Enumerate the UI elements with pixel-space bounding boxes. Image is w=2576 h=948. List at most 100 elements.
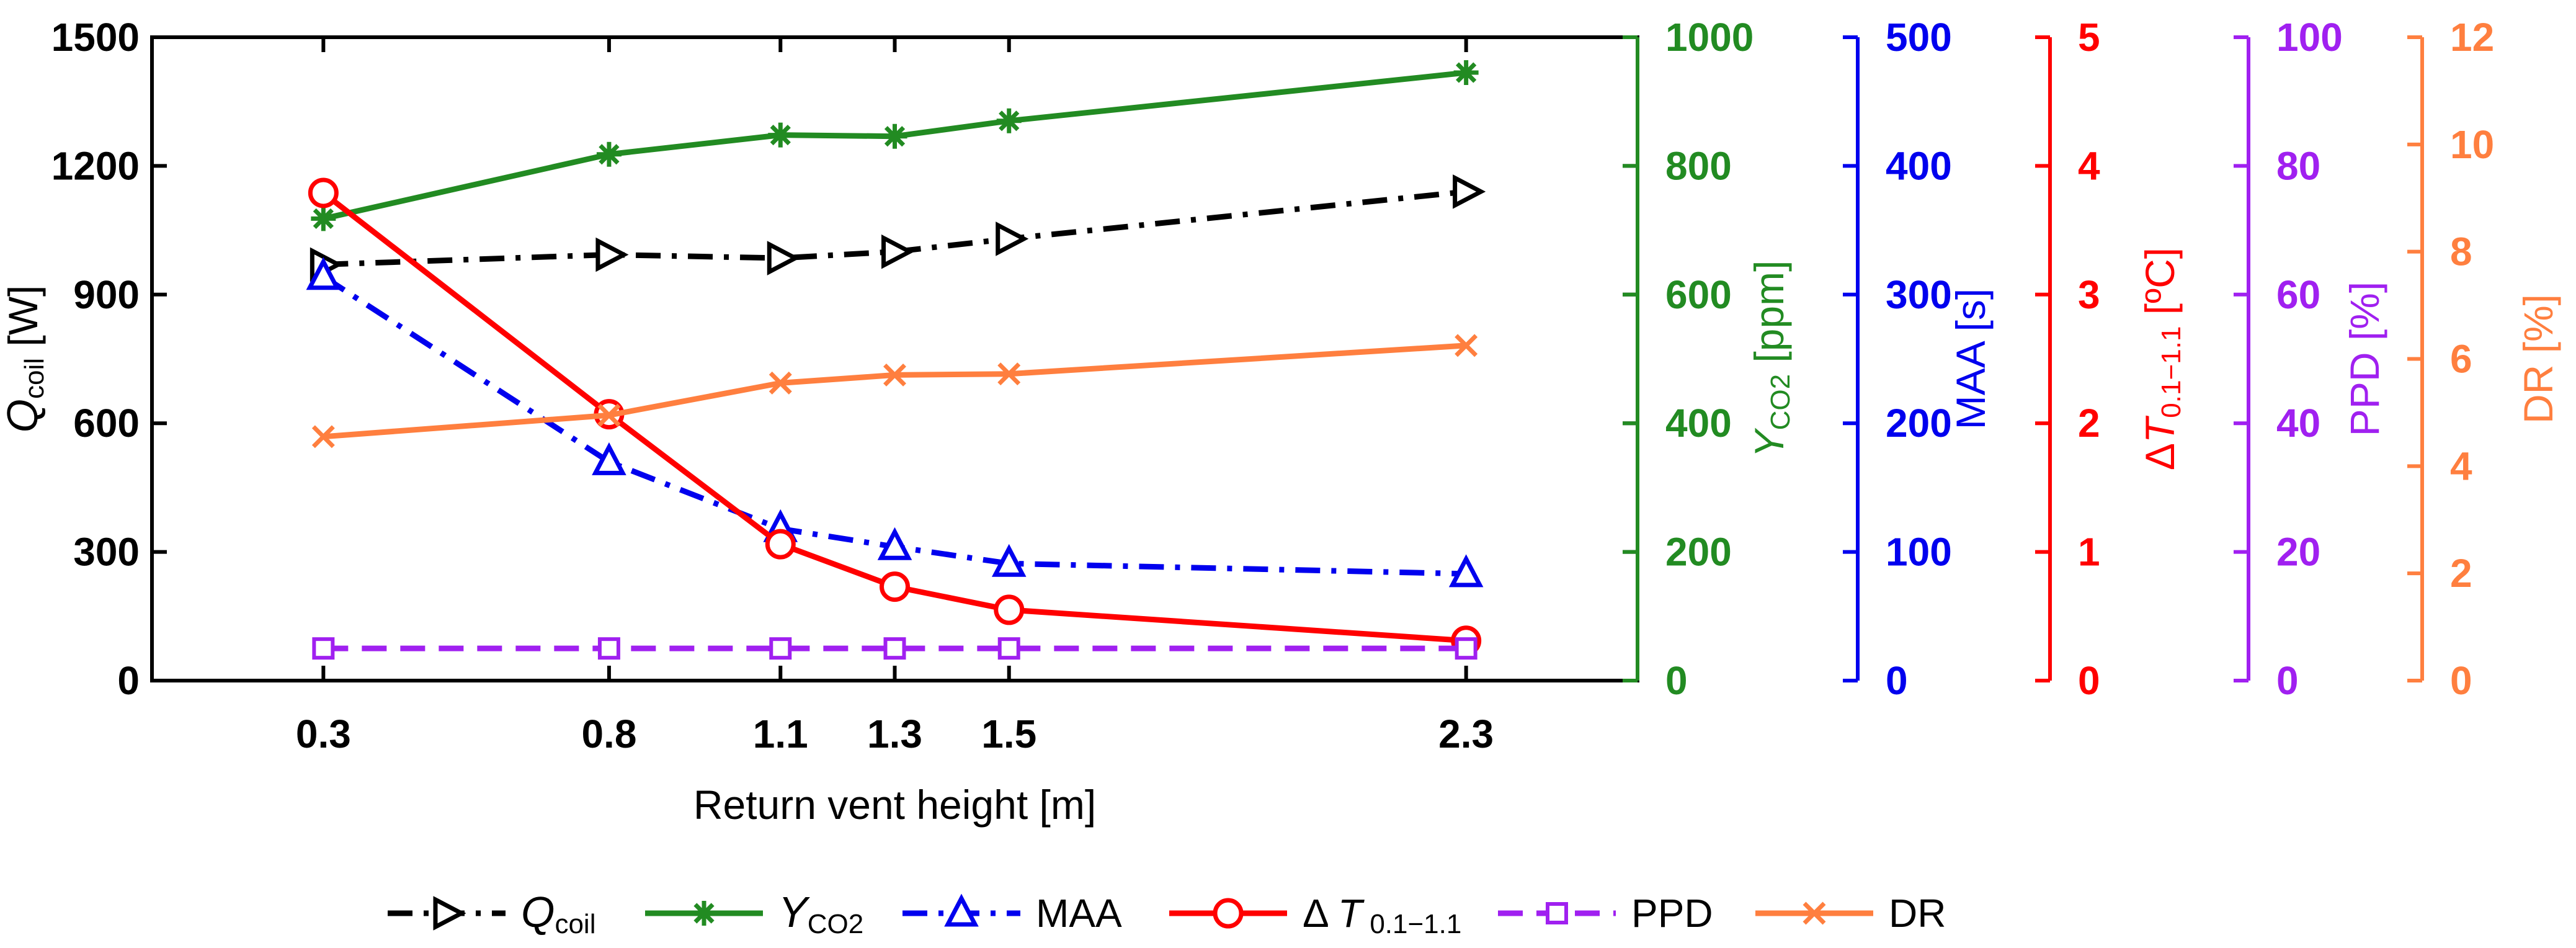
y-axis-title-sub: 0.1−1.1 bbox=[2156, 326, 2186, 418]
x-tick-label: 0.8 bbox=[581, 712, 636, 756]
legend-label-delta: Δ bbox=[1303, 891, 1338, 936]
y-tick-label: 0 bbox=[1886, 658, 1908, 703]
y-axis-ppd: 0 20 40 60 80 100 PPD [%] bbox=[2234, 15, 2387, 703]
data-point-dt bbox=[308, 177, 339, 208]
series-line-dr bbox=[323, 342, 1466, 440]
y-axis-title: PPD [%] bbox=[2342, 282, 2387, 436]
y-axis-title-delta: Δ bbox=[2137, 443, 2183, 470]
y-tick-label: 1 bbox=[2078, 530, 2100, 575]
series-qcoil bbox=[310, 174, 1486, 282]
data-point-ppd bbox=[997, 637, 1020, 660]
y-axis-yco2: 0 200 400 600 800 1000 YCO2 [ppm] bbox=[1623, 15, 1796, 703]
legend-swatch-marker bbox=[433, 896, 466, 931]
y-tick-label: 6 bbox=[2450, 337, 2472, 382]
series-line-dt bbox=[321, 190, 1466, 644]
data-point-ppd bbox=[883, 637, 906, 660]
y-tick-label: 1500 bbox=[51, 15, 140, 60]
y-axis-title: ΔT0.1−1.1 [ºC] bbox=[2137, 248, 2186, 470]
legend-swatch-marker bbox=[944, 893, 979, 927]
x-tick-label: 1.3 bbox=[867, 712, 922, 756]
y-tick-label: 2 bbox=[2450, 551, 2472, 596]
data-point-dr bbox=[997, 362, 1021, 386]
y-tick-label: 100 bbox=[1886, 530, 1952, 575]
y-tick-label: 500 bbox=[1886, 15, 1952, 60]
series-line-yco2 bbox=[323, 69, 1467, 221]
y-axis-title-unit: [ºC] bbox=[2137, 248, 2183, 326]
y-axis-title-sub: CO2 bbox=[1765, 374, 1796, 430]
y-tick-label: 400 bbox=[1886, 143, 1952, 188]
y-axis-dt: 0 1 2 3 4 5 ΔT0.1−1.1 [ºC] bbox=[2035, 15, 2186, 703]
series-ppd bbox=[312, 637, 1477, 660]
data-point-qcoil bbox=[996, 221, 1029, 256]
data-point-qcoil bbox=[595, 237, 629, 272]
legend: Qcoil YCO2 MAA Δ T 0.1−1.1 PPD DR bbox=[388, 888, 1946, 939]
y-axis-title: MAA [s] bbox=[1948, 288, 1994, 429]
y-tick-label: 1200 bbox=[51, 143, 140, 188]
legend-swatch-marker bbox=[1546, 902, 1568, 924]
y-tick-label: 0 bbox=[2276, 658, 2299, 703]
data-point-ppd bbox=[597, 637, 620, 660]
legend-label-main: MAA bbox=[1036, 891, 1122, 936]
y-tick-label: 200 bbox=[1665, 530, 1732, 575]
x-tick-label: 0.3 bbox=[296, 712, 351, 756]
data-point-dr bbox=[311, 425, 335, 449]
legend-item-dt: Δ T 0.1−1.1 bbox=[1169, 891, 1461, 939]
legend-item-yco2: YCO2 bbox=[645, 888, 863, 939]
y-tick-label: 1000 bbox=[1665, 15, 1754, 60]
series-lines bbox=[306, 60, 1486, 660]
y-axis-title-main: DR [%] bbox=[2515, 294, 2561, 424]
x-axis-title: Return vent height [m] bbox=[693, 782, 1096, 828]
y-axis-title-sub: coil bbox=[19, 358, 50, 399]
legend-item-qcoil: Qcoil bbox=[388, 888, 595, 939]
legend-label-sub: CO2 bbox=[808, 909, 863, 939]
data-point-maa bbox=[1448, 554, 1484, 588]
data-point-ppd bbox=[1455, 637, 1477, 660]
y-tick-label: 80 bbox=[2276, 143, 2320, 188]
data-point-dt bbox=[994, 594, 1025, 625]
y-tick-label: 20 bbox=[2276, 530, 2320, 575]
y-tick-label: 300 bbox=[73, 530, 140, 575]
data-point-yco2 bbox=[311, 206, 336, 231]
data-point-yco2 bbox=[996, 108, 1022, 133]
data-point-dt bbox=[880, 571, 910, 602]
legend-label: PPD bbox=[1631, 891, 1713, 936]
data-point-dr bbox=[883, 363, 906, 387]
y-tick-label: 900 bbox=[73, 272, 140, 317]
y-tick-label: 8 bbox=[2450, 230, 2472, 274]
x-tick-label: 2.3 bbox=[1438, 712, 1494, 756]
legend-item-ppd: PPD bbox=[1498, 891, 1713, 936]
data-point-dr bbox=[769, 371, 792, 395]
series-yco2 bbox=[311, 60, 1479, 231]
legend-item-maa: MAA bbox=[902, 891, 1122, 936]
y-axis-title: DR [%] bbox=[2515, 294, 2561, 424]
y-tick-label: 3 bbox=[2078, 272, 2100, 317]
y-tick-label: 0 bbox=[117, 658, 140, 703]
legend-label-main: Q bbox=[521, 888, 555, 936]
legend-label: Δ T 0.1−1.1 bbox=[1303, 891, 1461, 939]
y-axis-dr: 0 2 4 6 8 10 12 DR [%] bbox=[2407, 15, 2561, 703]
y-axis-title-main: Y bbox=[1746, 427, 1792, 457]
x-axis: 0.3 0.8 1.1 1.3 1.5 2.3 Return vent height [m] bbox=[296, 37, 1494, 828]
y-axis-title-main: T bbox=[2137, 415, 2183, 443]
data-point-yco2 bbox=[882, 123, 907, 149]
y-tick-label: 800 bbox=[1665, 143, 1732, 188]
y-tick-label: 2 bbox=[2078, 401, 2100, 445]
y-tick-label: 5 bbox=[2078, 15, 2100, 60]
y-tick-label: 60 bbox=[2276, 272, 2320, 317]
data-point-maa bbox=[592, 442, 626, 475]
legend-label: Qcoil bbox=[521, 888, 595, 939]
legend-label-main: DR bbox=[1889, 891, 1946, 936]
legend-item-dr: DR bbox=[1755, 891, 1946, 936]
y-tick-label: 0 bbox=[1665, 658, 1688, 703]
legend-label: YCO2 bbox=[778, 888, 863, 939]
data-point-ppd bbox=[312, 637, 335, 660]
legend-label-sub: coil bbox=[555, 909, 595, 939]
y-axis-title-unit: [ppm] bbox=[1746, 261, 1792, 374]
y-tick-label: 300 bbox=[1886, 272, 1952, 317]
data-point-yco2 bbox=[768, 122, 793, 148]
y-tick-label: 0 bbox=[2450, 658, 2472, 703]
legend-label-sub: 0.1−1.1 bbox=[1362, 909, 1461, 939]
y-tick-label: 12 bbox=[2450, 15, 2494, 60]
